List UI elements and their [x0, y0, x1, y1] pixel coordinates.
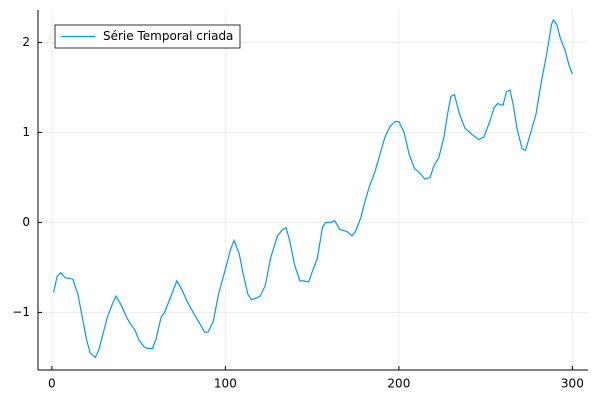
legend-label: Série Temporal criada [103, 29, 233, 43]
x-tick-label: 200 [387, 377, 410, 391]
legend-box [54, 24, 241, 49]
x-tick-label: 300 [561, 377, 584, 391]
x-tick-label: 0 [48, 377, 56, 391]
line-series [53, 18, 573, 359]
y-tick-label: 2 [22, 35, 30, 49]
y-tick-label: 1 [22, 125, 30, 139]
x-tick-label: 100 [214, 377, 237, 391]
y-tick-label: 0 [22, 215, 30, 229]
y-tick-label: −1 [12, 305, 30, 319]
